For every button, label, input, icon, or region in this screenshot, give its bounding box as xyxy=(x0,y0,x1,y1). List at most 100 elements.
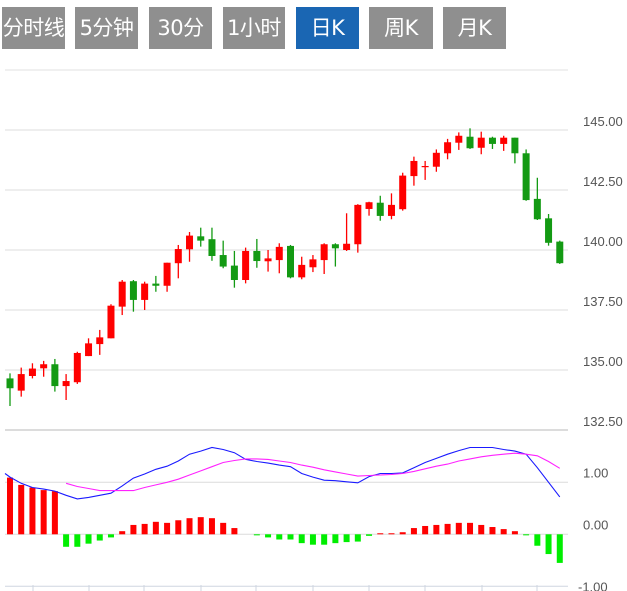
macd-bar xyxy=(433,524,440,535)
price-tick-label: 137.50 xyxy=(583,294,623,309)
macd-bar xyxy=(287,534,294,540)
price-tick-label: 135.00 xyxy=(583,354,623,369)
candle-body xyxy=(354,204,362,245)
candle xyxy=(466,128,474,149)
candle xyxy=(387,193,395,220)
candle xyxy=(365,201,373,216)
candle xyxy=(152,275,160,292)
candle xyxy=(197,227,205,247)
macd-bar xyxy=(220,522,227,535)
macd-bar xyxy=(534,534,541,546)
candle-body xyxy=(488,137,496,144)
candle-body xyxy=(365,202,373,209)
candle-body xyxy=(208,239,216,256)
macd-bar xyxy=(500,529,507,535)
tab-weekly-k[interactable]: 周K xyxy=(369,7,433,49)
macd-bar xyxy=(556,534,563,563)
candle xyxy=(17,367,25,397)
candle-body xyxy=(264,258,272,262)
candle-body xyxy=(432,152,440,167)
macd-bar xyxy=(276,534,283,540)
candle xyxy=(219,240,227,269)
macd-bar xyxy=(253,534,260,536)
candle-body xyxy=(230,265,238,280)
candle xyxy=(129,280,137,312)
price-tick-label: 132.50 xyxy=(583,414,623,429)
candle-body xyxy=(17,374,25,391)
candle-body xyxy=(421,166,429,168)
tab-monthly-k[interactable]: 月K xyxy=(443,7,506,49)
candle-body xyxy=(522,153,530,201)
candle xyxy=(298,256,306,280)
candle-body xyxy=(163,262,171,286)
candle-body xyxy=(331,244,339,249)
candle-body xyxy=(455,135,463,143)
macd-bar xyxy=(321,534,328,545)
candle xyxy=(253,238,261,268)
candle xyxy=(556,240,564,264)
candle xyxy=(96,329,104,355)
candle xyxy=(444,138,452,160)
candle-body xyxy=(410,160,418,177)
candle xyxy=(354,204,362,253)
macd-bar xyxy=(74,534,81,547)
macd-bar xyxy=(354,534,361,542)
candle xyxy=(500,135,508,151)
candle-body xyxy=(376,202,384,216)
macd-bar xyxy=(366,534,373,536)
candle xyxy=(522,149,530,201)
macd-bar xyxy=(186,518,193,535)
candle-body xyxy=(6,378,14,389)
macd-bar xyxy=(489,527,496,535)
tab-1hour[interactable]: 1小时 xyxy=(223,7,285,49)
macd-bar xyxy=(399,532,406,535)
tab-timeshare[interactable]: 分时线 xyxy=(2,7,65,49)
candle xyxy=(264,250,272,272)
macd-bar xyxy=(96,534,103,541)
candle-body xyxy=(444,142,452,154)
candle xyxy=(477,131,485,155)
candle-body xyxy=(85,343,93,357)
macd-bar xyxy=(231,528,238,535)
candle-body xyxy=(253,250,261,262)
candle xyxy=(118,280,126,316)
candle-body xyxy=(242,250,250,280)
candle xyxy=(545,214,553,246)
candle-body xyxy=(174,249,182,264)
candle xyxy=(488,136,496,149)
price-tick-label: 145.00 xyxy=(583,114,623,129)
tab-5min[interactable]: 5分钟 xyxy=(75,7,138,49)
candle-body xyxy=(73,352,81,383)
candle-body xyxy=(152,283,160,286)
macd-bar xyxy=(455,522,462,535)
candle-body xyxy=(511,137,519,154)
candle xyxy=(6,373,14,406)
tab-daily-k[interactable]: 日K xyxy=(296,7,359,49)
candle xyxy=(141,281,149,310)
candle-body xyxy=(129,281,137,300)
macd-bar xyxy=(107,534,114,538)
candle xyxy=(287,244,294,279)
candle xyxy=(28,363,36,379)
macd-bar xyxy=(7,477,13,535)
macd-bar xyxy=(343,534,350,543)
candle xyxy=(62,374,70,400)
candle xyxy=(410,156,418,186)
candle-body xyxy=(186,235,194,250)
candle xyxy=(432,149,440,172)
macd-bar xyxy=(410,528,417,535)
macd-bar xyxy=(29,487,36,535)
macd-bar xyxy=(309,534,316,545)
candle xyxy=(230,250,238,288)
candle-body xyxy=(298,264,306,278)
candle-body xyxy=(343,243,351,250)
candle xyxy=(163,262,171,292)
macd-bar xyxy=(164,522,171,535)
candle-body xyxy=(141,283,149,300)
candle xyxy=(208,227,216,261)
candle xyxy=(511,137,519,164)
candle xyxy=(107,304,115,339)
candle-body xyxy=(197,236,205,241)
macd-bar xyxy=(422,525,429,535)
